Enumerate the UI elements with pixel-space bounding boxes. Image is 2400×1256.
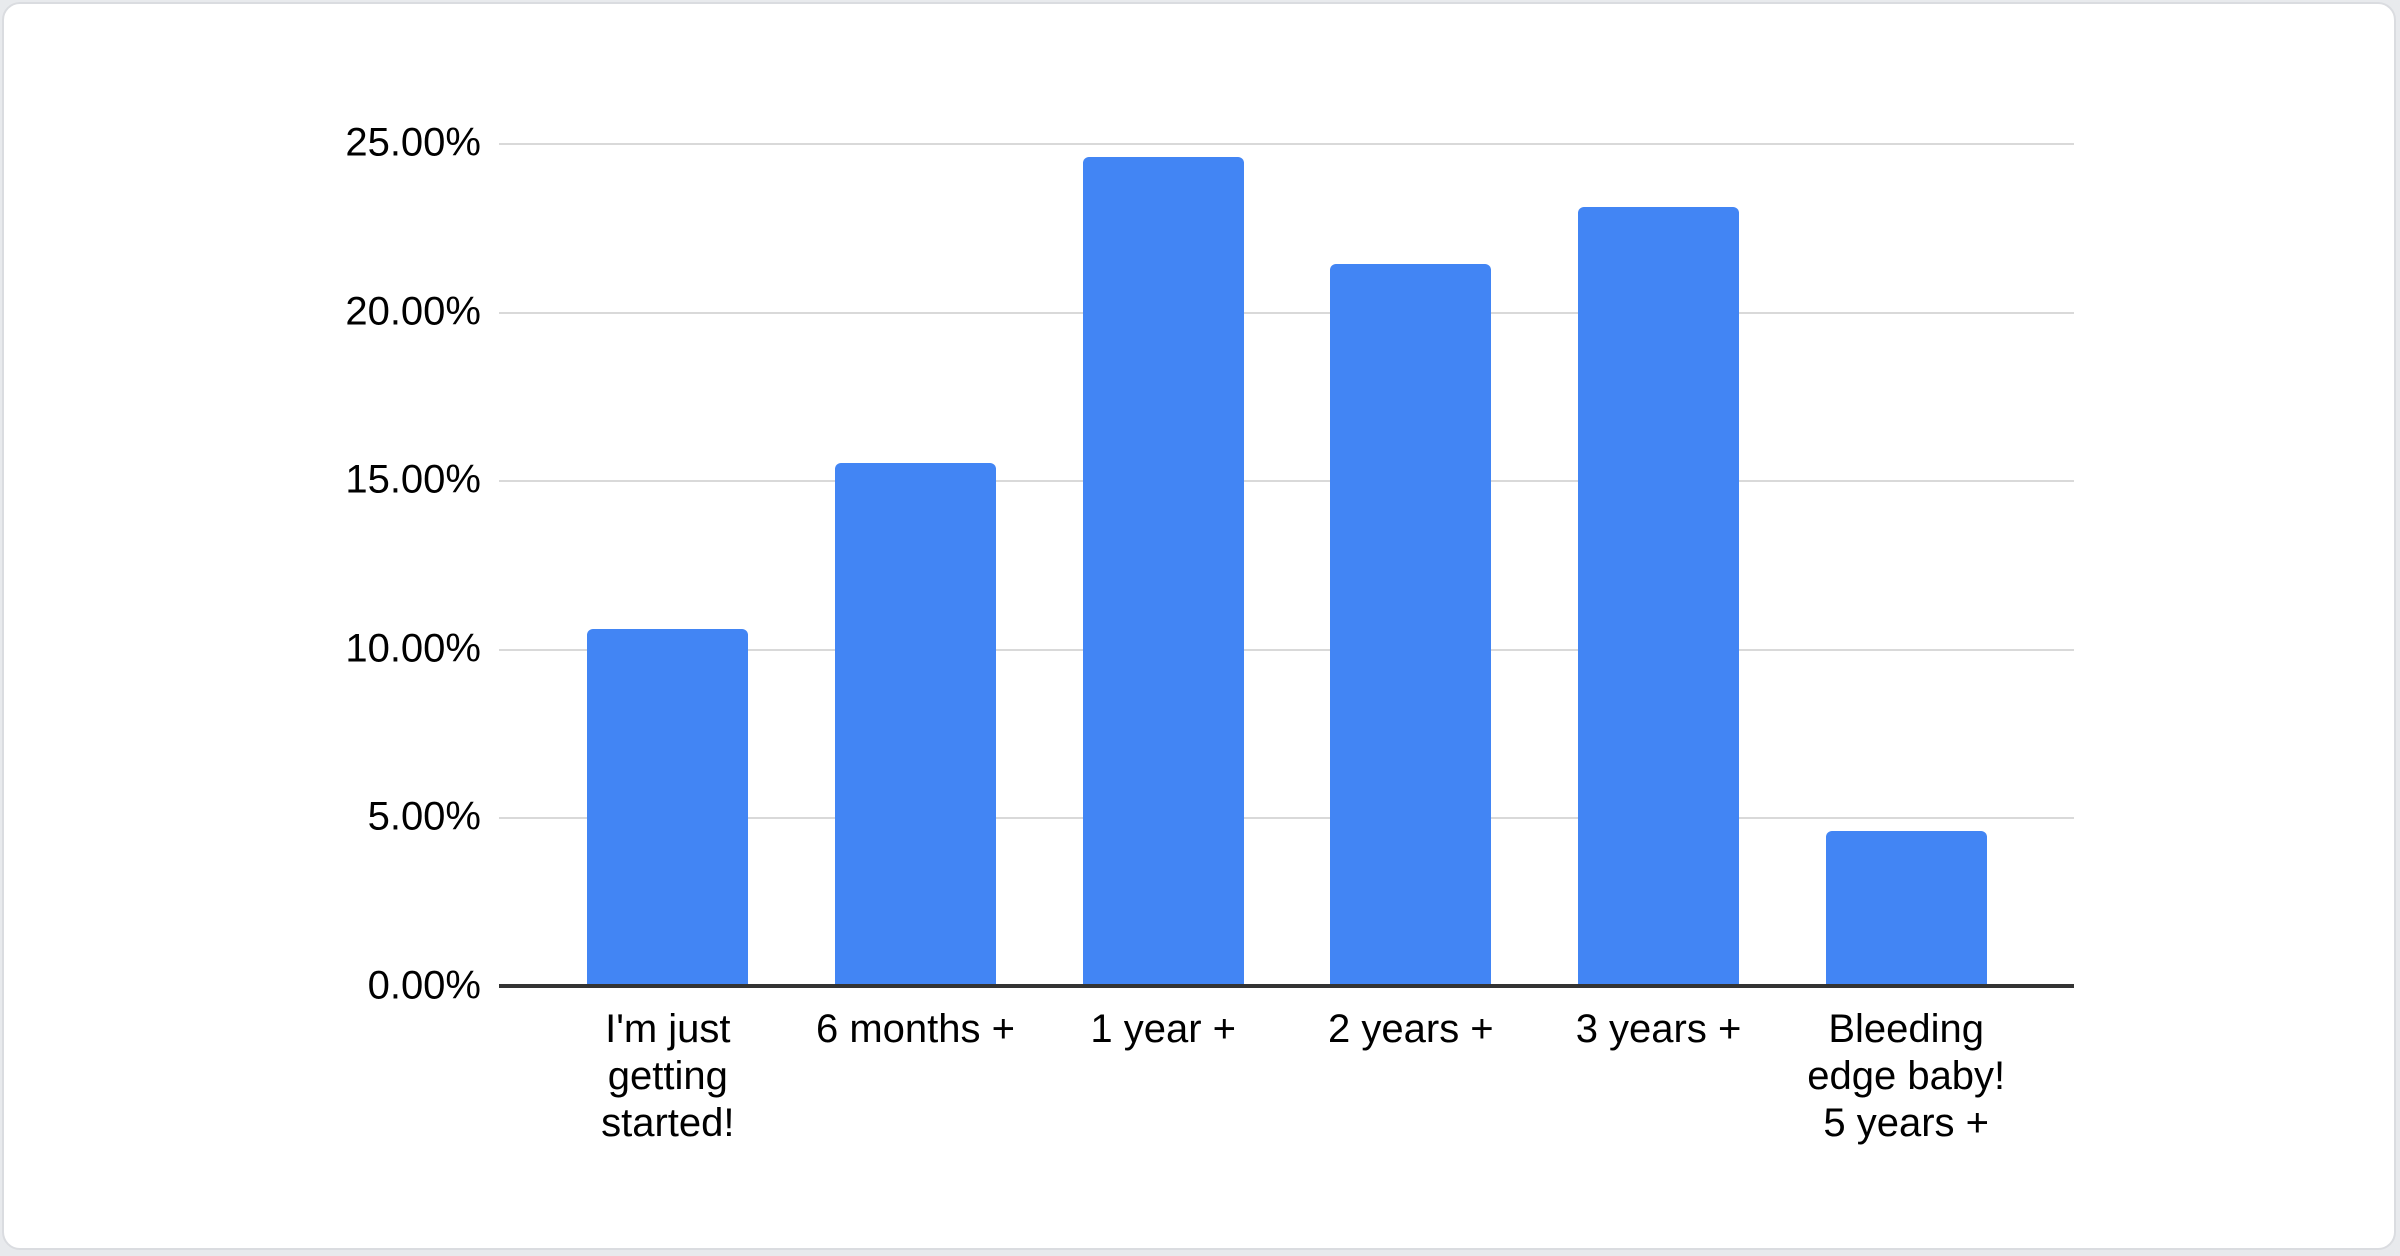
bar-1-year-plus[interactable] [1082,156,1244,986]
x-axis-category-label: 6 months + [816,1007,1016,1051]
x-axis-category-label: I'm just getting started! [601,1007,735,1145]
bar-chart: 25.00% 20.00% 15.00% 10.00% 5.00% 0.00% [4,4,2394,1248]
gridline-5-percent [499,817,2074,820]
gridline-25-percent [499,143,2074,145]
gridline-15-percent [499,480,2074,483]
bar-slot [544,143,792,986]
bar-slot [1782,143,2030,986]
y-axis-tick-label: 5.00% [367,794,481,839]
bar-slot [1535,143,1783,986]
y-axis-tick-label: 25.00% [345,120,481,165]
x-axis-category-label: 2 years + [1328,1007,1494,1051]
bar-6-months-plus[interactable] [835,463,996,986]
plot-area [499,143,2074,988]
x-axis-category-label: Bleeding edge baby! 5 years + [1807,1007,2006,1145]
x-axis-category-label: 3 years + [1575,1007,1742,1051]
gridline-10-percent [499,648,2074,651]
x-axis: I'm just getting started! 6 months + 1 y… [544,1006,2030,1147]
bar-bleeding-edge-5-years-plus[interactable] [1825,830,1987,986]
y-axis-tick-label: 15.00% [345,457,481,502]
bar-slot [1287,143,1535,986]
y-axis-tick-label: 20.00% [345,289,481,334]
bar-2-years-plus[interactable] [1330,264,1492,986]
bar-im-just-getting-started[interactable] [587,628,749,986]
x-axis-line [499,984,2074,988]
y-axis-tick-label: 0.00% [367,963,481,1008]
x-axis-category-label: 1 year + [1090,1007,1236,1051]
y-axis: 25.00% 20.00% 15.00% 10.00% 5.00% 0.00% [4,121,481,1008]
bar-slot [1039,143,1287,986]
bar-3-years-plus[interactable] [1578,207,1740,986]
y-axis-tick-label: 10.00% [345,626,481,671]
gridline-20-percent [499,311,2074,314]
bar-series [544,143,2030,986]
bar-slot [792,143,1040,986]
